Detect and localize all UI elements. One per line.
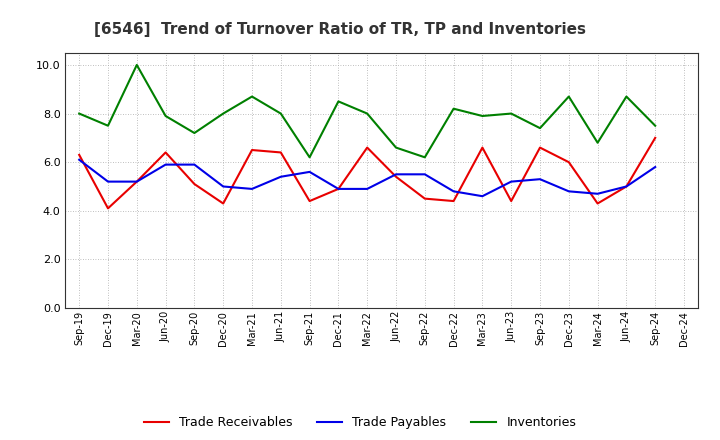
Trade Receivables: [104, 206, 112, 211]
Inventories: [507, 111, 516, 116]
Trade Payables: [132, 179, 141, 184]
Trade Payables: [305, 169, 314, 175]
Text: [6546]  Trend of Turnover Ratio of TR, TP and Inventories: [6546] Trend of Turnover Ratio of TR, TP…: [94, 22, 585, 37]
Trade Receivables: [392, 174, 400, 180]
Line: Trade Payables: Trade Payables: [79, 160, 655, 196]
Trade Payables: [478, 194, 487, 199]
Trade Receivables: [622, 184, 631, 189]
Trade Payables: [248, 186, 256, 191]
Trade Receivables: [190, 181, 199, 187]
Trade Receivables: [420, 196, 429, 201]
Trade Receivables: [75, 152, 84, 158]
Trade Payables: [651, 165, 660, 170]
Trade Payables: [507, 179, 516, 184]
Trade Receivables: [363, 145, 372, 150]
Trade Payables: [104, 179, 112, 184]
Inventories: [219, 111, 228, 116]
Inventories: [651, 123, 660, 128]
Trade Payables: [593, 191, 602, 196]
Trade Payables: [75, 157, 84, 162]
Inventories: [161, 114, 170, 119]
Inventories: [75, 111, 84, 116]
Inventories: [593, 140, 602, 145]
Inventories: [449, 106, 458, 111]
Inventories: [190, 130, 199, 136]
Trade Payables: [622, 184, 631, 189]
Legend: Trade Receivables, Trade Payables, Inventories: Trade Receivables, Trade Payables, Inven…: [144, 416, 576, 429]
Inventories: [420, 155, 429, 160]
Trade Receivables: [161, 150, 170, 155]
Trade Payables: [564, 189, 573, 194]
Trade Receivables: [478, 145, 487, 150]
Trade Payables: [161, 162, 170, 167]
Inventories: [363, 111, 372, 116]
Inventories: [104, 123, 112, 128]
Trade Receivables: [564, 160, 573, 165]
Trade Receivables: [536, 145, 544, 150]
Trade Payables: [334, 186, 343, 191]
Trade Receivables: [305, 198, 314, 204]
Inventories: [334, 99, 343, 104]
Trade Receivables: [651, 135, 660, 140]
Trade Payables: [190, 162, 199, 167]
Trade Payables: [363, 186, 372, 191]
Inventories: [564, 94, 573, 99]
Trade Receivables: [507, 198, 516, 204]
Inventories: [248, 94, 256, 99]
Trade Payables: [536, 176, 544, 182]
Inventories: [478, 114, 487, 119]
Trade Receivables: [449, 198, 458, 204]
Trade Receivables: [219, 201, 228, 206]
Inventories: [536, 125, 544, 131]
Line: Trade Receivables: Trade Receivables: [79, 138, 655, 209]
Trade Receivables: [276, 150, 285, 155]
Trade Payables: [420, 172, 429, 177]
Inventories: [132, 62, 141, 68]
Trade Receivables: [334, 186, 343, 191]
Trade Payables: [276, 174, 285, 180]
Trade Payables: [219, 184, 228, 189]
Inventories: [305, 155, 314, 160]
Inventories: [276, 111, 285, 116]
Trade Receivables: [248, 147, 256, 153]
Trade Payables: [449, 189, 458, 194]
Inventories: [392, 145, 400, 150]
Trade Payables: [392, 172, 400, 177]
Trade Receivables: [593, 201, 602, 206]
Inventories: [622, 94, 631, 99]
Trade Receivables: [132, 179, 141, 184]
Line: Inventories: Inventories: [79, 65, 655, 158]
